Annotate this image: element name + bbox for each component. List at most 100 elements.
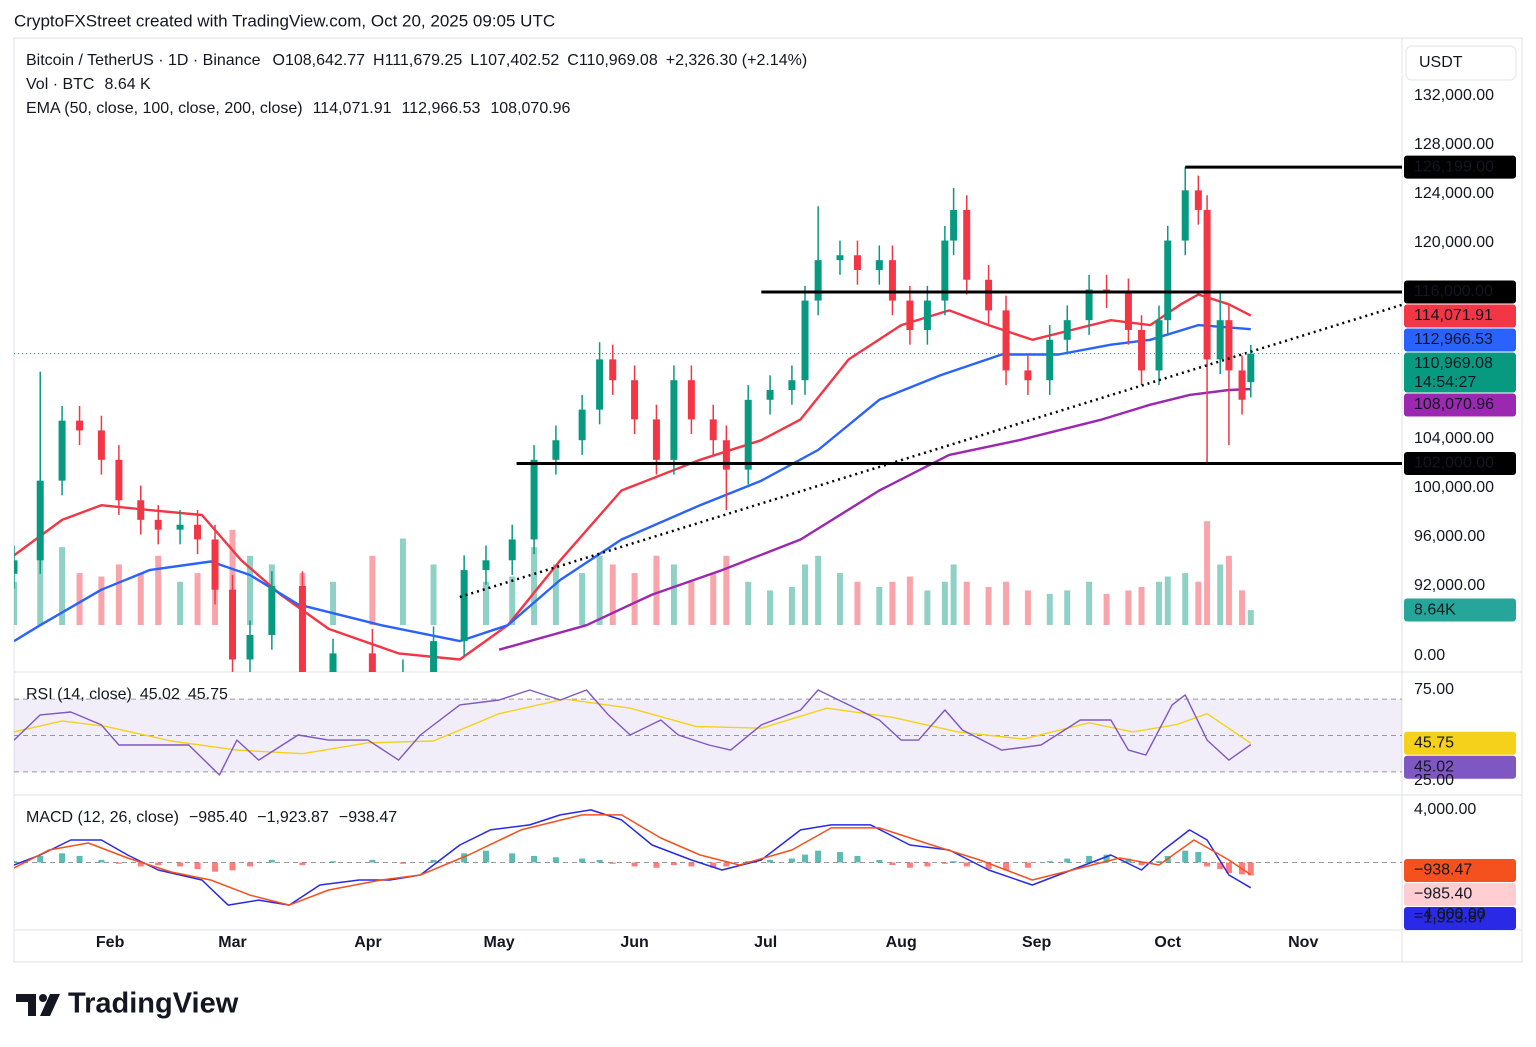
volume-bar (631, 573, 638, 625)
macd-tag (1404, 907, 1516, 930)
volume-bar (1138, 586, 1145, 625)
macd-histogram-bar (1247, 862, 1254, 876)
last-price-tag (1404, 352, 1516, 393)
rsi-tick-label: 25.00 (1414, 772, 1454, 789)
volume-bar (1247, 610, 1254, 625)
volume-tag (1404, 598, 1516, 622)
trendline (459, 303, 1402, 599)
macd-histogram-bar (1204, 862, 1211, 867)
macd-histogram-bar (98, 859, 105, 863)
candle-body (1203, 209, 1211, 360)
candle-body (14, 560, 18, 574)
change-label: +2,326.30 (+2.14%) (666, 52, 807, 69)
ema-tag (1404, 393, 1516, 417)
candle-body (788, 380, 796, 391)
volume-bar (552, 564, 559, 625)
candle-body (1238, 370, 1246, 400)
ema-tag-label: 114,071.91 (1414, 307, 1493, 324)
macd-histogram-bar (115, 862, 122, 864)
macd-histogram-bar (788, 858, 795, 863)
candle-body (115, 459, 123, 501)
candle-body (652, 419, 660, 460)
candle-body (460, 570, 468, 642)
macd-histogram-bar (906, 862, 913, 868)
currency-label[interactable]: USDT (1419, 54, 1463, 71)
macd-histogram-bar (1156, 861, 1163, 863)
macd-signal-tag-label: −938.47 (1414, 862, 1472, 879)
candle-body (853, 255, 861, 270)
volume-bar (1003, 581, 1010, 625)
level-tag (1404, 280, 1516, 304)
candle-body (687, 380, 695, 420)
candle-body (941, 240, 949, 301)
volume-bar (745, 581, 752, 625)
candle-body (609, 359, 617, 381)
macd-histogram-bar (246, 862, 253, 867)
macd-histogram-bar (299, 862, 306, 866)
ema-value: 108,070.96 (490, 100, 570, 117)
x-tick-label: Aug (886, 934, 917, 951)
macd-histogram-bar (1195, 852, 1202, 863)
macd-histogram-bar (985, 862, 992, 870)
level-tag-label: 102,000.00 (1414, 455, 1494, 472)
ema-value: 114,071.91 (313, 100, 392, 117)
macd-histogram-bar (963, 862, 970, 867)
volume-bar (950, 564, 957, 625)
volume-bar (1125, 590, 1132, 625)
candle-body (368, 653, 376, 672)
volume-bar (854, 581, 861, 625)
volume-bar (98, 576, 105, 625)
overlay: 126,199.00 116,000.00 114,071.91 112,966.53… (26, 52, 1516, 930)
volume-bar (1046, 593, 1053, 625)
macd-histogram-tag (1404, 883, 1516, 906)
volume-bar (723, 555, 730, 625)
macd-histogram-bar (369, 859, 376, 863)
macd-histogram-bar (76, 855, 83, 863)
volume-bar (670, 564, 677, 625)
volume-bar (963, 581, 970, 625)
currency-button[interactable] (1405, 45, 1517, 81)
volume-bar (653, 555, 660, 625)
macd-histogram-bar (430, 859, 437, 863)
candle-body (211, 539, 219, 590)
logo-icon (16, 994, 60, 1016)
volume-bar (688, 581, 695, 625)
macd-histogram-bar (596, 859, 603, 863)
candle-body (552, 440, 560, 460)
rsi-title: RSI (14, close) (26, 686, 132, 703)
volume-bar (509, 576, 516, 625)
volume-bar (482, 581, 489, 625)
ohlc-value: 111,679.25 (385, 52, 463, 69)
candle-body (722, 440, 730, 470)
ema-value: 112,966.53 (401, 100, 480, 117)
macd-histogram-bar (1125, 858, 1132, 863)
candle-body (985, 279, 993, 311)
rsi-line (14, 689, 1252, 776)
volume-bar (155, 555, 162, 625)
candle-body (298, 586, 306, 672)
rsi-pane (14, 689, 1402, 776)
macd-line (14, 814, 1252, 906)
macd-histogram-bar (1003, 862, 1010, 871)
candle-body (1063, 320, 1071, 340)
volume-bar (579, 573, 586, 625)
volume-bar (115, 564, 122, 625)
macd-histogram-bar (924, 862, 931, 867)
candle-body (97, 430, 105, 460)
volume-bar (710, 573, 717, 625)
candle-body (836, 255, 844, 261)
volume-bar (802, 564, 809, 625)
candle-body (508, 539, 516, 561)
volume-bar (1156, 581, 1163, 625)
volume-bar (876, 586, 883, 625)
volume-bar (37, 555, 44, 625)
macd-histogram-bar (767, 859, 774, 863)
candle-body (875, 260, 883, 270)
macd-histogram-bar (836, 852, 843, 863)
volume-bar (1195, 581, 1202, 625)
macd-tick-label: 4,000.00 (1414, 801, 1476, 818)
volume-bar (596, 555, 603, 625)
macd-histogram-bar (876, 859, 883, 863)
candle-body (1002, 310, 1010, 371)
ohlc-key: C (567, 52, 579, 69)
